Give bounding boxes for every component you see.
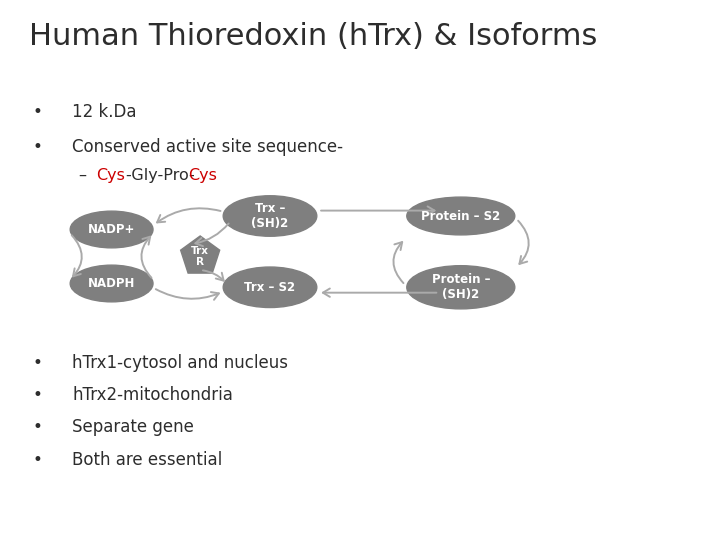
Text: Conserved active site sequence-: Conserved active site sequence- — [72, 138, 343, 156]
Text: Separate gene: Separate gene — [72, 418, 194, 436]
Ellipse shape — [70, 265, 153, 302]
Text: –: – — [79, 168, 92, 184]
Text: •: • — [32, 103, 42, 120]
Text: •: • — [32, 451, 42, 469]
Text: Trx –
(SH)2: Trx – (SH)2 — [251, 202, 289, 230]
Text: •: • — [32, 386, 42, 404]
Text: hTrx1-cytosol and nucleus: hTrx1-cytosol and nucleus — [72, 354, 288, 372]
Text: •: • — [32, 354, 42, 372]
Text: hTrx2-mitochondria: hTrx2-mitochondria — [72, 386, 233, 404]
Text: NADP+: NADP+ — [88, 223, 135, 236]
Text: Human Thioredoxin (hTrx) & Isoforms: Human Thioredoxin (hTrx) & Isoforms — [29, 22, 597, 51]
Text: Protein –
(SH)2: Protein – (SH)2 — [431, 273, 490, 301]
Ellipse shape — [223, 267, 317, 307]
Text: Trx – S2: Trx – S2 — [244, 281, 296, 294]
Text: •: • — [32, 138, 42, 156]
Ellipse shape — [407, 266, 515, 309]
Ellipse shape — [70, 211, 153, 248]
Ellipse shape — [223, 195, 317, 237]
Text: Both are essential: Both are essential — [72, 451, 222, 469]
Text: NADPH: NADPH — [88, 277, 135, 290]
Text: •: • — [32, 418, 42, 436]
Text: Cys: Cys — [188, 168, 217, 184]
Text: 12 k.Da: 12 k.Da — [72, 103, 137, 120]
Text: Trx
R: Trx R — [192, 246, 210, 267]
Text: Cys: Cys — [96, 168, 125, 184]
Text: -Gly-Pro-: -Gly-Pro- — [125, 168, 195, 184]
Ellipse shape — [407, 197, 515, 235]
Polygon shape — [181, 236, 220, 273]
Text: Protein – S2: Protein – S2 — [421, 210, 500, 222]
